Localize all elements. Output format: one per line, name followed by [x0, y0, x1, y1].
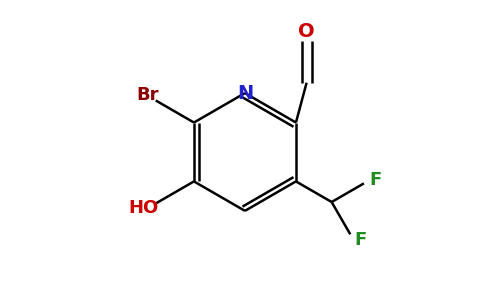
Text: F: F [370, 171, 382, 189]
Text: HO: HO [129, 200, 159, 217]
Text: Br: Br [136, 85, 159, 103]
Text: F: F [354, 231, 366, 249]
Text: O: O [298, 22, 315, 41]
Text: N: N [237, 84, 253, 103]
